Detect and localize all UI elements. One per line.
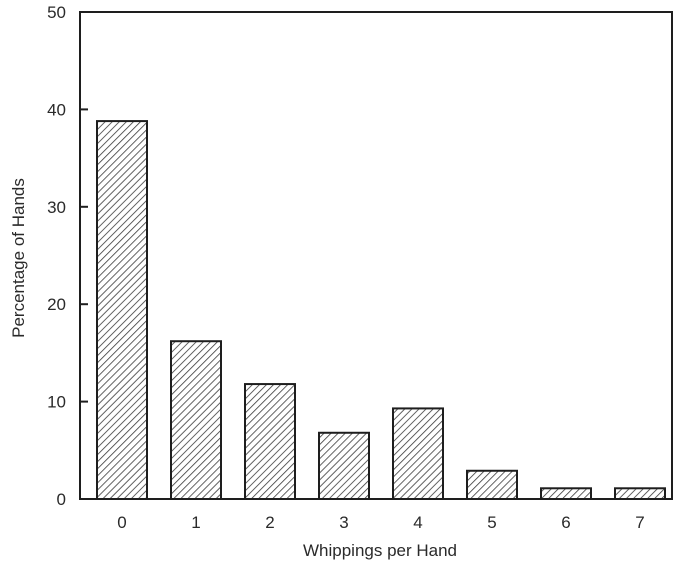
y-tick-label: 0 (57, 490, 66, 509)
bar-7 (614, 487, 666, 501)
axis-labels: 0 10 20 30 40 50 0 1 2 3 4 5 6 7 (47, 3, 645, 532)
x-tick-label: 3 (339, 513, 348, 532)
y-tick-label: 20 (47, 295, 66, 314)
bar-0 (96, 120, 148, 500)
bar-3 (318, 431, 370, 501)
x-tick-label: 5 (487, 513, 496, 532)
x-axis-title: Whippings per Hand (303, 541, 457, 560)
x-tick-label: 4 (413, 513, 422, 532)
bar-4 (392, 407, 444, 500)
y-tick-label: 50 (47, 3, 66, 22)
x-tick-label: 0 (117, 513, 126, 532)
x-tick-label: 1 (191, 513, 200, 532)
x-tick-label: 2 (265, 513, 274, 532)
x-tick-label: 6 (561, 513, 570, 532)
axis-ticks (80, 11, 88, 500)
bar-1 (170, 340, 222, 500)
y-axis-title: Percentage of Hands (9, 178, 28, 338)
y-tick-label: 30 (47, 198, 66, 217)
x-tick-label: 7 (635, 513, 644, 532)
bar-2 (244, 383, 296, 500)
plot-frame (79, 11, 673, 500)
bar-6 (540, 487, 592, 501)
y-tick-label: 10 (47, 393, 66, 412)
y-tick-label: 40 (47, 100, 66, 119)
bar-5 (466, 469, 518, 500)
bars (96, 120, 666, 501)
